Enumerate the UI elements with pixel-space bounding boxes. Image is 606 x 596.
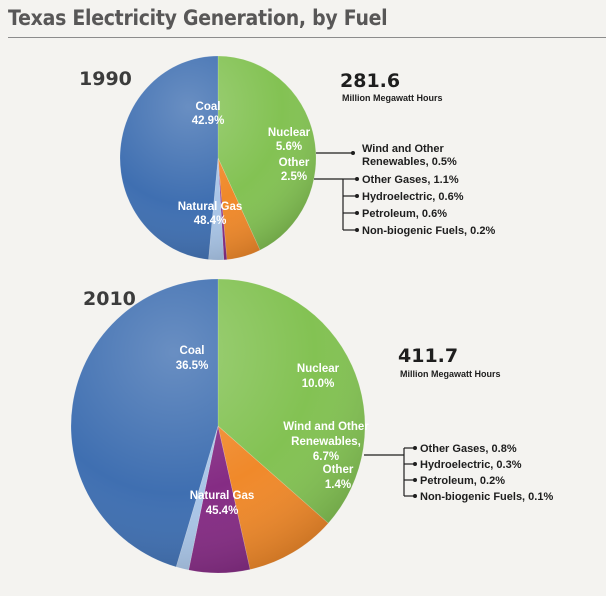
other-breakdown-item: Hydroelectric, 0.6% <box>362 191 464 203</box>
chart-title: Texas Electricity Generation, by Fuel <box>8 6 388 30</box>
pie-shading <box>120 56 316 260</box>
slice-label-wind-and-other-renewables: Wind and Other <box>283 421 369 433</box>
slice-label-wind-and-other-renewables: 6.7% <box>313 451 339 463</box>
slice-label-natural-gas: Natural Gas <box>190 490 255 502</box>
bracket-dot <box>355 228 359 232</box>
callout-dot <box>351 151 355 155</box>
pie-total-unit: Million Megawatt Hours <box>342 93 443 103</box>
pie-year-label: 2010 <box>83 288 136 310</box>
slice-label-nuclear: Nuclear <box>268 127 311 139</box>
bracket-dot <box>355 211 359 215</box>
slice-label-natural-gas: 45.4% <box>206 505 239 517</box>
slice-label-other: Other <box>323 464 354 476</box>
bracket-dot <box>355 177 359 181</box>
bracket-dot <box>413 446 417 450</box>
bracket-dot <box>413 494 417 498</box>
pie-year-label: 1990 <box>79 68 132 90</box>
bracket-dot <box>355 194 359 198</box>
slice-label-other: Other <box>279 157 310 169</box>
slice-label-coal: 36.5% <box>176 360 209 372</box>
callout-label: Wind and Other <box>362 143 445 155</box>
slice-label-nuclear: 10.0% <box>302 378 335 390</box>
other-breakdown-item: Hydroelectric, 0.3% <box>420 459 522 471</box>
pie-total-unit: Million Megawatt Hours <box>400 369 501 379</box>
slice-label-natural-gas: 48.4% <box>194 215 227 227</box>
title-divider <box>8 37 606 38</box>
slice-label-wind-and-other-renewables: Renewables, <box>291 436 361 448</box>
other-breakdown-item: Non-biogenic Fuels, 0.1% <box>420 491 553 503</box>
slice-label-other: 2.5% <box>281 171 307 183</box>
pie-chart-2010: 2010 411.7 Million Megawatt Hours Coal 36.5%… <box>70 278 553 574</box>
pie-total-value: 411.7 <box>398 345 458 367</box>
pie-shading <box>71 279 365 573</box>
slice-label-coal: Coal <box>196 101 221 113</box>
slice-label-coal: Coal <box>180 345 205 357</box>
other-breakdown-item: Other Gases, 1.1% <box>362 174 459 186</box>
other-breakdown-item: Petroleum, 0.2% <box>420 475 505 487</box>
pie-total-value: 281.6 <box>340 70 400 92</box>
other-breakdown-item: Other Gases, 0.8% <box>420 443 517 455</box>
other-breakdown-item: Non-biogenic Fuels, 0.2% <box>362 225 495 237</box>
slice-label-nuclear: 5.6% <box>276 141 302 153</box>
other-breakdown-item: Petroleum, 0.6% <box>362 208 447 220</box>
bracket-dot <box>413 462 417 466</box>
callout-label: Renewables, 0.5% <box>362 156 457 168</box>
bracket-dot <box>413 478 417 482</box>
slice-label-other: 1.4% <box>325 479 351 491</box>
slice-label-nuclear: Nuclear <box>297 363 340 375</box>
slice-label-coal: 42.9% <box>192 115 225 127</box>
slice-label-natural-gas: Natural Gas <box>178 201 243 213</box>
